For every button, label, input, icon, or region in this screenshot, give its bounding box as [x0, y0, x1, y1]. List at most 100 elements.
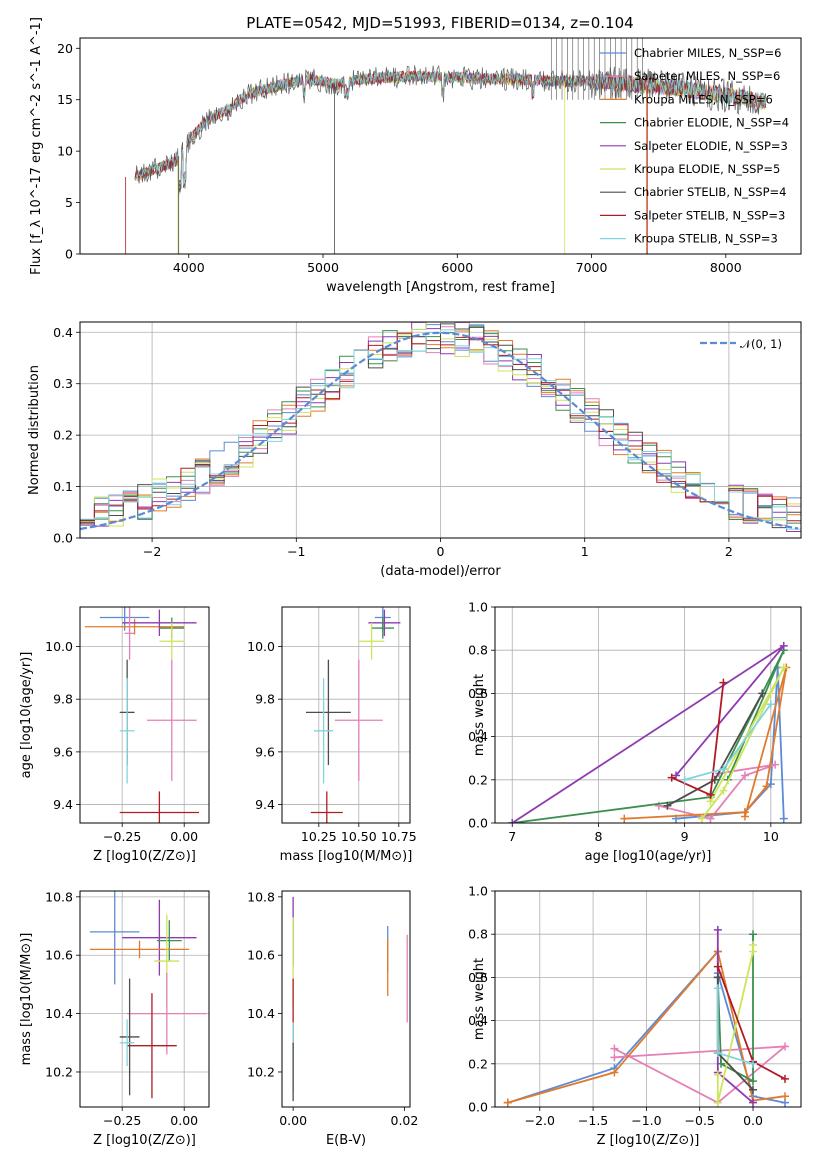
axes-frame-age_vs_Z: [79, 606, 210, 824]
y-tick-label: 0: [65, 247, 73, 262]
histogram-step: [80, 323, 801, 529]
x-tick-label: −2.0: [525, 1113, 555, 1128]
errorbar-point: [334, 659, 383, 781]
y-axis-label: age [log10(age/yr)]: [19, 652, 34, 779]
x-tick-label: 4000: [173, 260, 205, 275]
weight-point-marker: [779, 663, 788, 672]
x-tick-label: 9: [681, 829, 689, 844]
weight-point-marker: [697, 814, 706, 823]
x-tick-label: 0.00: [279, 1113, 307, 1128]
x-axis-label: age [log10(age/yr)]: [585, 849, 712, 864]
y-tick-label: 0.2: [468, 772, 488, 787]
plot-area-weight_vs_Z: [503, 925, 790, 1107]
errorbar-point: [310, 791, 343, 823]
x-tick-label: 5000: [307, 260, 339, 275]
weight-series-line: [512, 649, 785, 823]
plot-area-residuals: [80, 322, 801, 532]
legend-entry: Salpeter ELODIE, N_SSP=3: [634, 139, 788, 153]
x-tick-label: 10.50: [341, 829, 377, 844]
y-tick-label: 10.8: [247, 889, 275, 904]
axes-mass_vs_Z: −0.25 0.00 10.2 10.4 10.6 10.8 Z [log10(Z/Z⊙)]…: [19, 889, 209, 1148]
plot-area-age_vs_mass: [306, 607, 401, 823]
x-tick-label: 0.00: [170, 829, 198, 844]
weight-point-marker: [719, 765, 728, 773]
y-tick-label: 10.2: [45, 1064, 73, 1079]
spectrum-model-line: [134, 70, 767, 186]
x-tick-label: −1.5: [578, 1113, 608, 1128]
plot-area-age_vs_Z: [84, 607, 200, 823]
axes-frame-residuals: [79, 321, 802, 539]
y-axis-label: Flux [f_λ 10^-17 erg cm^-2 s^-1 A^-1]: [29, 17, 44, 275]
errorbar-point: [119, 678, 135, 784]
weight-point-marker: [749, 1098, 758, 1107]
legend-entry: Kroupa MILES, N_SSP=6: [634, 92, 773, 106]
y-tick-label: 0.4: [53, 325, 73, 340]
y-tick-label: 0.0: [468, 816, 488, 831]
weight-point-marker: [508, 819, 517, 823]
weight-point-marker: [779, 641, 788, 650]
x-tick-label: 0.00: [170, 1113, 198, 1128]
y-tick-label: 1.0: [468, 600, 488, 615]
axes-frame-weight_vs_Z: [494, 890, 802, 1108]
errorbar-point: [119, 791, 200, 823]
weight-point-marker: [610, 1044, 619, 1053]
x-axis-label: Z [log10(Z/Z⊙)]: [93, 1133, 196, 1148]
errorbar-point: [124, 607, 135, 660]
x-axis-label: wavelength [Angstrom, rest frame]: [326, 280, 555, 295]
errorbar-point: [146, 659, 197, 781]
weight-point-marker: [610, 1068, 619, 1077]
weight-point-marker: [766, 700, 775, 709]
y-tick-label: 10.2: [247, 1064, 275, 1079]
axes-mass_vs_ebv: 0.00 0.02 10.2 10.4 10.6 10.8 E(B-V): [247, 889, 418, 1148]
axes-frame-age_vs_mass: [281, 606, 411, 824]
histogram-step: [80, 332, 801, 522]
x-tick-label: −0.25: [103, 1113, 141, 1128]
axes-age_vs_Z: −0.25 0.00 9.4 9.6 9.8 10.0 Z [log10(Z/Z⊙)] age…: [19, 607, 209, 864]
axes-frame-mass_vs_ebv: [281, 890, 411, 1108]
weight-point-marker: [713, 962, 722, 971]
x-tick-label: 10.75: [381, 829, 417, 844]
y-tick-label: 15: [57, 92, 73, 107]
plot-area-spectrum: [125, 38, 767, 254]
axes-frame-spectrum: [79, 37, 802, 255]
errorbar-point: [122, 899, 197, 976]
weight-point-marker: [713, 1049, 722, 1057]
weight-point-marker: [610, 1053, 619, 1062]
legend-entry: Chabrier MILES, N_SSP=6: [634, 46, 781, 60]
x-tick-label: 0.0: [743, 1113, 763, 1128]
x-tick-label: 2: [725, 544, 733, 559]
x-tick-label: 0: [437, 544, 445, 559]
errorbar-point: [127, 972, 207, 1055]
y-tick-label: 10.0: [45, 639, 73, 654]
x-tick-label: −1.0: [631, 1113, 661, 1128]
errorbar-point: [127, 993, 177, 1099]
weight-point-marker: [762, 782, 771, 791]
weight-point-marker: [706, 814, 715, 823]
x-tick-label: −1: [287, 544, 305, 559]
y-tick-label: 0.4: [468, 1013, 488, 1028]
weight-point-marker: [663, 801, 672, 810]
weight-point-marker: [781, 1042, 790, 1051]
weight-point-marker: [749, 1077, 758, 1086]
y-axis-label: mass weight: [472, 958, 487, 1040]
weight-point-marker: [719, 786, 728, 795]
x-tick-label: −0.25: [103, 829, 141, 844]
y-tick-label: 0.6: [468, 970, 488, 985]
y-tick-label: 10.0: [247, 639, 275, 654]
figure-title: PLATE=0542, MJD=51993, FIBERID=0134, z=0…: [246, 14, 633, 32]
normal-curve: [80, 331, 799, 531]
errorbar-point: [368, 609, 401, 636]
weight-point-marker: [713, 1098, 722, 1107]
legend-entry: Chabrier ELODIE, N_SSP=4: [634, 116, 789, 130]
y-tick-label: 0.8: [468, 927, 488, 942]
weight-point-marker: [713, 984, 722, 993]
y-tick-label: 9.6: [53, 744, 73, 759]
x-tick-label: 8: [594, 829, 602, 844]
weight-point-marker: [667, 773, 676, 782]
y-tick-label: 9.8: [53, 692, 73, 707]
x-tick-label: 1: [581, 544, 589, 559]
y-tick-label: 0.0: [468, 1100, 488, 1115]
x-tick-label: 8000: [710, 260, 742, 275]
errorbar-point: [89, 940, 190, 959]
